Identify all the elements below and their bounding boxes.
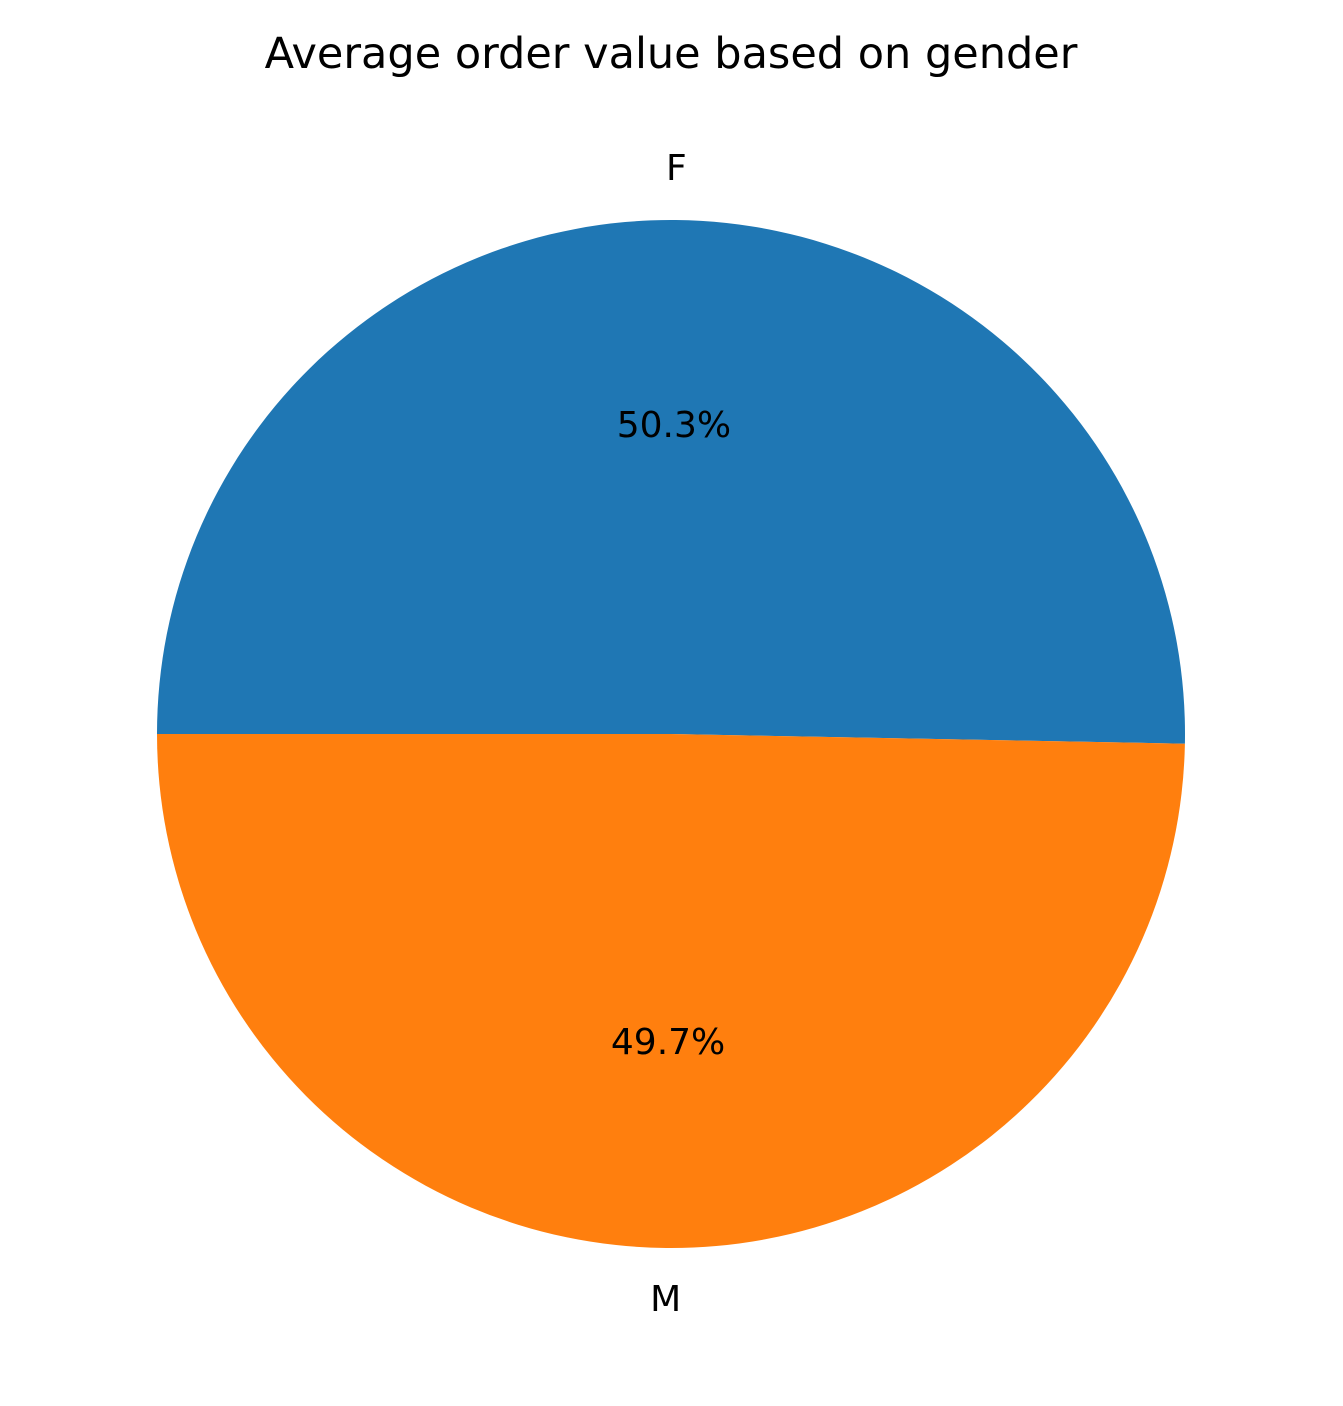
chart-title: Average order value based on gender: [265, 29, 1078, 79]
slice-label-f: F: [666, 148, 687, 189]
pie-slices: [157, 219, 1186, 1248]
pie-slice-m: [157, 734, 1185, 1248]
pct-label-f: 50.3%: [617, 405, 731, 446]
pie-slice-f: [157, 219, 1186, 744]
slice-label-m: M: [650, 1279, 681, 1320]
pie-labels: F 50.3% M 49.7%: [611, 148, 731, 1320]
pct-label-m: 49.7%: [611, 1022, 725, 1063]
